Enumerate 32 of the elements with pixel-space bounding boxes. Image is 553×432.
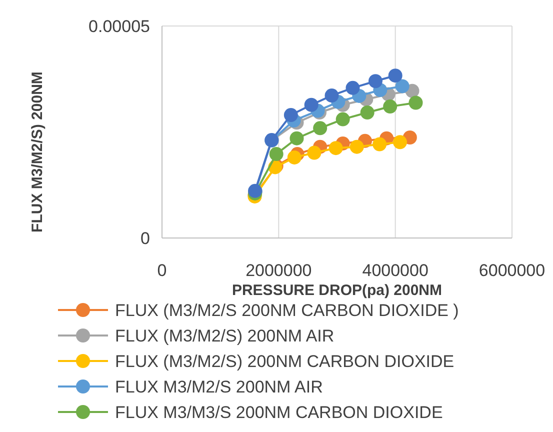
x-tick-label: 0	[157, 261, 167, 280]
point	[287, 150, 302, 164]
point	[388, 68, 402, 83]
point	[393, 135, 407, 150]
y-axis-title: FLUX M3/M2/S) 200NM	[29, 72, 46, 232]
legend-label: FLUX M3/M3/S 200NM CARBON DIOXIDE	[115, 402, 443, 422]
point	[383, 100, 398, 114]
point	[408, 96, 423, 110]
point	[395, 79, 410, 94]
point	[328, 141, 343, 156]
point	[368, 74, 382, 88]
point	[346, 80, 360, 95]
point	[269, 147, 284, 162]
point	[360, 105, 374, 120]
x-tick-label: 4000000	[362, 261, 428, 280]
y-tick-label: 0.00005	[88, 16, 150, 36]
x-tick-label: 2000000	[246, 261, 312, 280]
point	[324, 88, 339, 103]
point	[313, 121, 328, 136]
legend-label: FLUX (M3/M2/S) 200NM CARBON DIOXIDE	[115, 352, 454, 371]
point	[284, 108, 298, 122]
legend-label: FLUX (M3/M2/S) 200NM AIR	[115, 326, 334, 346]
point	[304, 98, 318, 112]
point	[307, 146, 322, 160]
point	[290, 131, 304, 146]
x-tick-label: 6000000	[478, 261, 546, 280]
legend-label: FLUX M3/M2/S 200NM AIR	[115, 377, 323, 396]
point	[372, 137, 387, 152]
point	[350, 140, 364, 154]
x-axis-title: PRESSURE DROP(pa) 200NM	[232, 282, 442, 299]
point	[336, 112, 350, 126]
legend-label: FLUX (M3/M2/S 200NM CARBON DIOXIDE )	[115, 300, 459, 320]
